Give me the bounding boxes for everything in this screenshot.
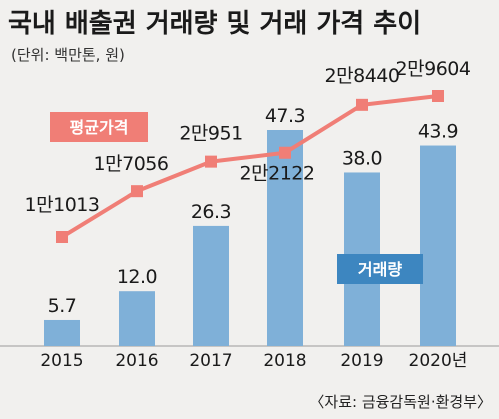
price-label-2018: 2만2122 (240, 163, 315, 185)
source-note: 〈자료: 금융감독원·환경부〉 (309, 393, 492, 411)
price-point-2018 (279, 146, 291, 159)
price-point-2019 (356, 98, 368, 111)
price-label-2016: 1만7056 (94, 153, 169, 175)
bar-label-2015: 5.7 (48, 295, 77, 317)
price-label-2020년: 2만9604 (396, 58, 471, 80)
bar-label-2019: 38.0 (342, 147, 382, 169)
x-label-2019: 2019 (340, 351, 383, 371)
bar-2017 (193, 225, 229, 346)
price-line-path (60, 94, 439, 239)
legend-price: 평균가격 (50, 112, 148, 142)
bar-2018 (267, 130, 303, 346)
legend-price-label: 평균가격 (70, 118, 129, 137)
legend-volume: 거래량 (337, 254, 423, 284)
bar-2020년 (420, 145, 456, 346)
x-label-2017: 2017 (189, 351, 232, 371)
legend-volume-label: 거래량 (358, 260, 402, 279)
bar-2016 (119, 291, 155, 346)
bar-label-2017: 26.3 (191, 201, 231, 223)
legend-volume-swatch (337, 254, 423, 284)
price-point-2017 (205, 155, 217, 168)
price-label-2017: 2만951 (179, 123, 242, 145)
chart-title: 국내 배출권 거래량 및 거래 가격 추이 (8, 9, 421, 39)
bar-2015 (44, 319, 80, 346)
chart-subtitle: (단위: 백만톤, 원) (11, 46, 125, 64)
bar-label-2018: 47.3 (265, 105, 305, 127)
x-axis-labels: 2015 2016 2017 2018 2019 2020년 (40, 351, 467, 371)
x-label-2018: 2018 (263, 351, 306, 371)
price-point-2020년 (432, 90, 444, 102)
price-point-2016 (131, 185, 143, 198)
price-label-2015: 1만1013 (25, 194, 100, 216)
price-point-2015 (56, 231, 68, 243)
price-label-2019: 2만8440 (325, 65, 400, 87)
x-label-2015: 2015 (40, 351, 83, 371)
x-label-2016: 2016 (115, 351, 158, 371)
legend-price-swatch (50, 112, 148, 142)
x-label-2020년: 2020년 (409, 351, 468, 371)
volume-bar-labels: 5.7 12.0 26.3 47.3 38.0 43.9 (48, 105, 459, 317)
price-line (56, 90, 444, 243)
bar-label-2020년: 43.9 (418, 121, 458, 143)
bar-label-2016: 12.0 (117, 266, 157, 288)
